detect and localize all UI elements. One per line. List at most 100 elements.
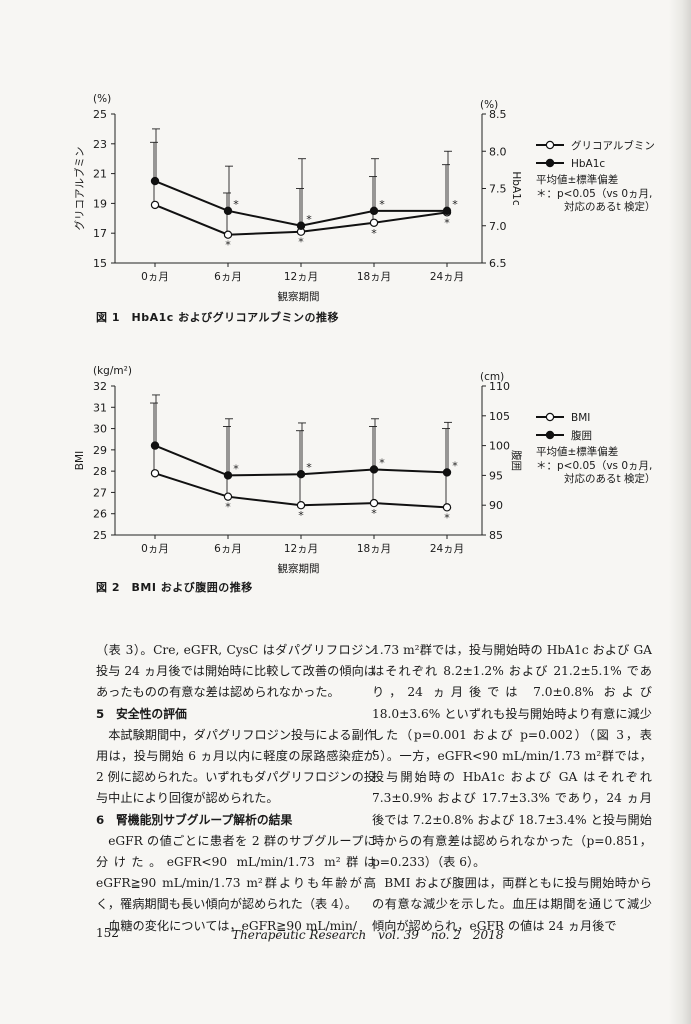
- tick-label-right: 105: [489, 410, 510, 423]
- data-point-1: [442, 206, 452, 216]
- data-point-1: [442, 468, 452, 477]
- data-point-1: [296, 221, 306, 230]
- legend-marker: [545, 158, 555, 168]
- tick-label-x: 24ヵ月: [430, 271, 464, 283]
- tick-label-x: 24ヵ月: [430, 543, 464, 555]
- significance-asterisk: *: [371, 227, 377, 240]
- paragraph: （表 3）。Cre, eGFR, CysC はダパグリフロジン投与 24 ヵ月後…: [96, 643, 376, 700]
- data-point-1: [150, 176, 160, 186]
- significance-asterisk: *: [452, 459, 458, 472]
- tick-label-left: 29: [93, 444, 107, 457]
- tick-label-left: 31: [93, 401, 107, 414]
- tick-label-right: 7.5: [489, 183, 507, 196]
- legend-marker: [545, 140, 555, 150]
- y-label-right: 腹囲: [510, 450, 523, 471]
- figure-2-caption: 図 2 BMI および腹囲の推移: [96, 581, 253, 594]
- data-point-1: [223, 471, 233, 480]
- legend-marker: [545, 412, 555, 422]
- tick-label-right: 90: [489, 499, 503, 512]
- paragraph: 血糖の変化については，eGFR≧90 mL/min/: [108, 918, 357, 933]
- significance-asterisk: *: [225, 501, 231, 514]
- x-axis-label: 観察期間: [278, 290, 320, 303]
- significance-asterisk: *: [225, 239, 231, 252]
- y-unit-left: (%): [93, 93, 111, 105]
- paragraph: 1.73 m²群では，投与開始時の HbA1c および GA はそれぞれ 8.2…: [372, 643, 652, 870]
- data-point-0: [369, 498, 379, 508]
- tick-label-left: 30: [93, 423, 107, 436]
- tick-label-left: 25: [93, 529, 107, 542]
- tick-label-left: 23: [93, 138, 107, 151]
- y-label-left: グリコアルブミン: [73, 147, 86, 231]
- tick-label-right: 110: [489, 380, 510, 393]
- data-point-0: [223, 230, 233, 239]
- tick-label-left: 17: [93, 227, 107, 240]
- legend-marker: [545, 430, 555, 440]
- significance-asterisk: *: [298, 509, 304, 522]
- legend-label: 腹囲: [571, 429, 592, 442]
- tick-label-x: 0ヵ月: [141, 271, 169, 283]
- significance-asterisk: *: [444, 216, 450, 229]
- legend-label: HbA1c: [571, 158, 605, 170]
- tick-label-right: 6.5: [489, 257, 507, 270]
- significance-asterisk: *: [306, 461, 312, 474]
- tick-label-left: 19: [93, 197, 107, 210]
- left-text-column: （表 3）。Cre, eGFR, CysC はダパグリフロジン投与 24 ヵ月後…: [96, 640, 376, 937]
- data-point-1: [223, 206, 233, 216]
- figure-1-chart: 15 17 19 21 23 25 6.5 7.0 7.5 8.0 8.5 0ヵ月 6ヵ月 12ヵ月 18ヵ…: [73, 93, 655, 303]
- note-2: ＊：p<0.05（vs 0ヵ月,: [536, 188, 652, 200]
- tick-label-x: 18ヵ月: [357, 271, 391, 283]
- page-edge-shadow: [669, 0, 691, 1024]
- significance-asterisk: *: [233, 462, 239, 475]
- paragraph: 本試験期間中，ダパグリフロジン投与による副作用は，投与開始 6 ヵ月以内に軽度の…: [96, 727, 376, 806]
- data-point-0: [442, 503, 452, 512]
- tick-label-left: 28: [93, 465, 107, 478]
- paragraph: BMI および腹囲は，両群ともに投与開始時からの有意な減少を示した。血圧は期間を…: [372, 876, 652, 933]
- significance-asterisk: *: [452, 198, 458, 211]
- tick-label-left: 15: [93, 257, 107, 270]
- tick-label-x: 0ヵ月: [141, 543, 169, 555]
- data-point-1: [369, 465, 379, 474]
- significance-asterisk: *: [371, 507, 377, 520]
- tick-label-left: 25: [93, 108, 107, 121]
- data-point-0: [296, 500, 306, 510]
- tick-label-right: 100: [489, 440, 510, 453]
- note-1: 平均値±標準偏差: [536, 445, 618, 458]
- paragraph: eGFR の値ごとに患者を 2 群のサブグループに分けた。eGFR<90 mL/…: [96, 833, 376, 912]
- tick-label-right: 95: [489, 469, 503, 482]
- data-point-1: [150, 441, 160, 450]
- tick-label-left: 32: [93, 380, 107, 393]
- section-heading: 5 安全性の評価: [96, 706, 187, 721]
- data-point-1: [296, 470, 306, 479]
- tick-label-right: 7.0: [489, 220, 507, 233]
- data-point-0: [223, 492, 233, 501]
- tick-label-left: 27: [93, 486, 107, 499]
- note-3: 対応のあるt 検定）: [564, 472, 655, 485]
- significance-asterisk: *: [379, 456, 385, 469]
- tick-label-left: 21: [93, 168, 107, 181]
- significance-asterisk: *: [306, 213, 312, 226]
- data-point-0: [369, 218, 379, 227]
- data-point-0: [150, 200, 160, 210]
- tick-label-right: 85: [489, 529, 503, 542]
- legend-label: BMI: [571, 412, 590, 424]
- y-label-right: HbA1c: [510, 171, 522, 205]
- tick-label-right: 8.5: [489, 108, 507, 121]
- tick-label-x: 18ヵ月: [357, 543, 391, 555]
- tick-label-x: 12ヵ月: [284, 543, 318, 555]
- significance-asterisk: *: [379, 198, 385, 211]
- journal-footer: Therapeutic Research vol. 39 no. 2 2018: [232, 928, 504, 942]
- significance-asterisk: *: [298, 236, 304, 249]
- data-point-0: [150, 469, 160, 478]
- tick-label-right: 8.0: [489, 145, 507, 158]
- note-1: 平均値±標準偏差: [536, 173, 618, 186]
- note-3: 対応のあるt 検定）: [564, 200, 655, 213]
- page-number: 152: [96, 926, 119, 940]
- note-2: ＊：p<0.05（vs 0ヵ月,: [536, 460, 652, 472]
- figure-2-chart: 25 26 27 28 29 30 31 32 85 90 95 100 105 110 0ヵ月 6ヵ月 12ヵ…: [74, 365, 655, 575]
- tick-label-x: 6ヵ月: [214, 543, 242, 555]
- tick-label-x: 6ヵ月: [214, 271, 242, 283]
- y-unit-right: (%): [480, 99, 498, 111]
- section-heading: 6 腎機能別サブグループ解析の結果: [96, 812, 293, 827]
- tick-label-x: 12ヵ月: [284, 271, 318, 283]
- x-axis-label: 観察期間: [278, 562, 320, 575]
